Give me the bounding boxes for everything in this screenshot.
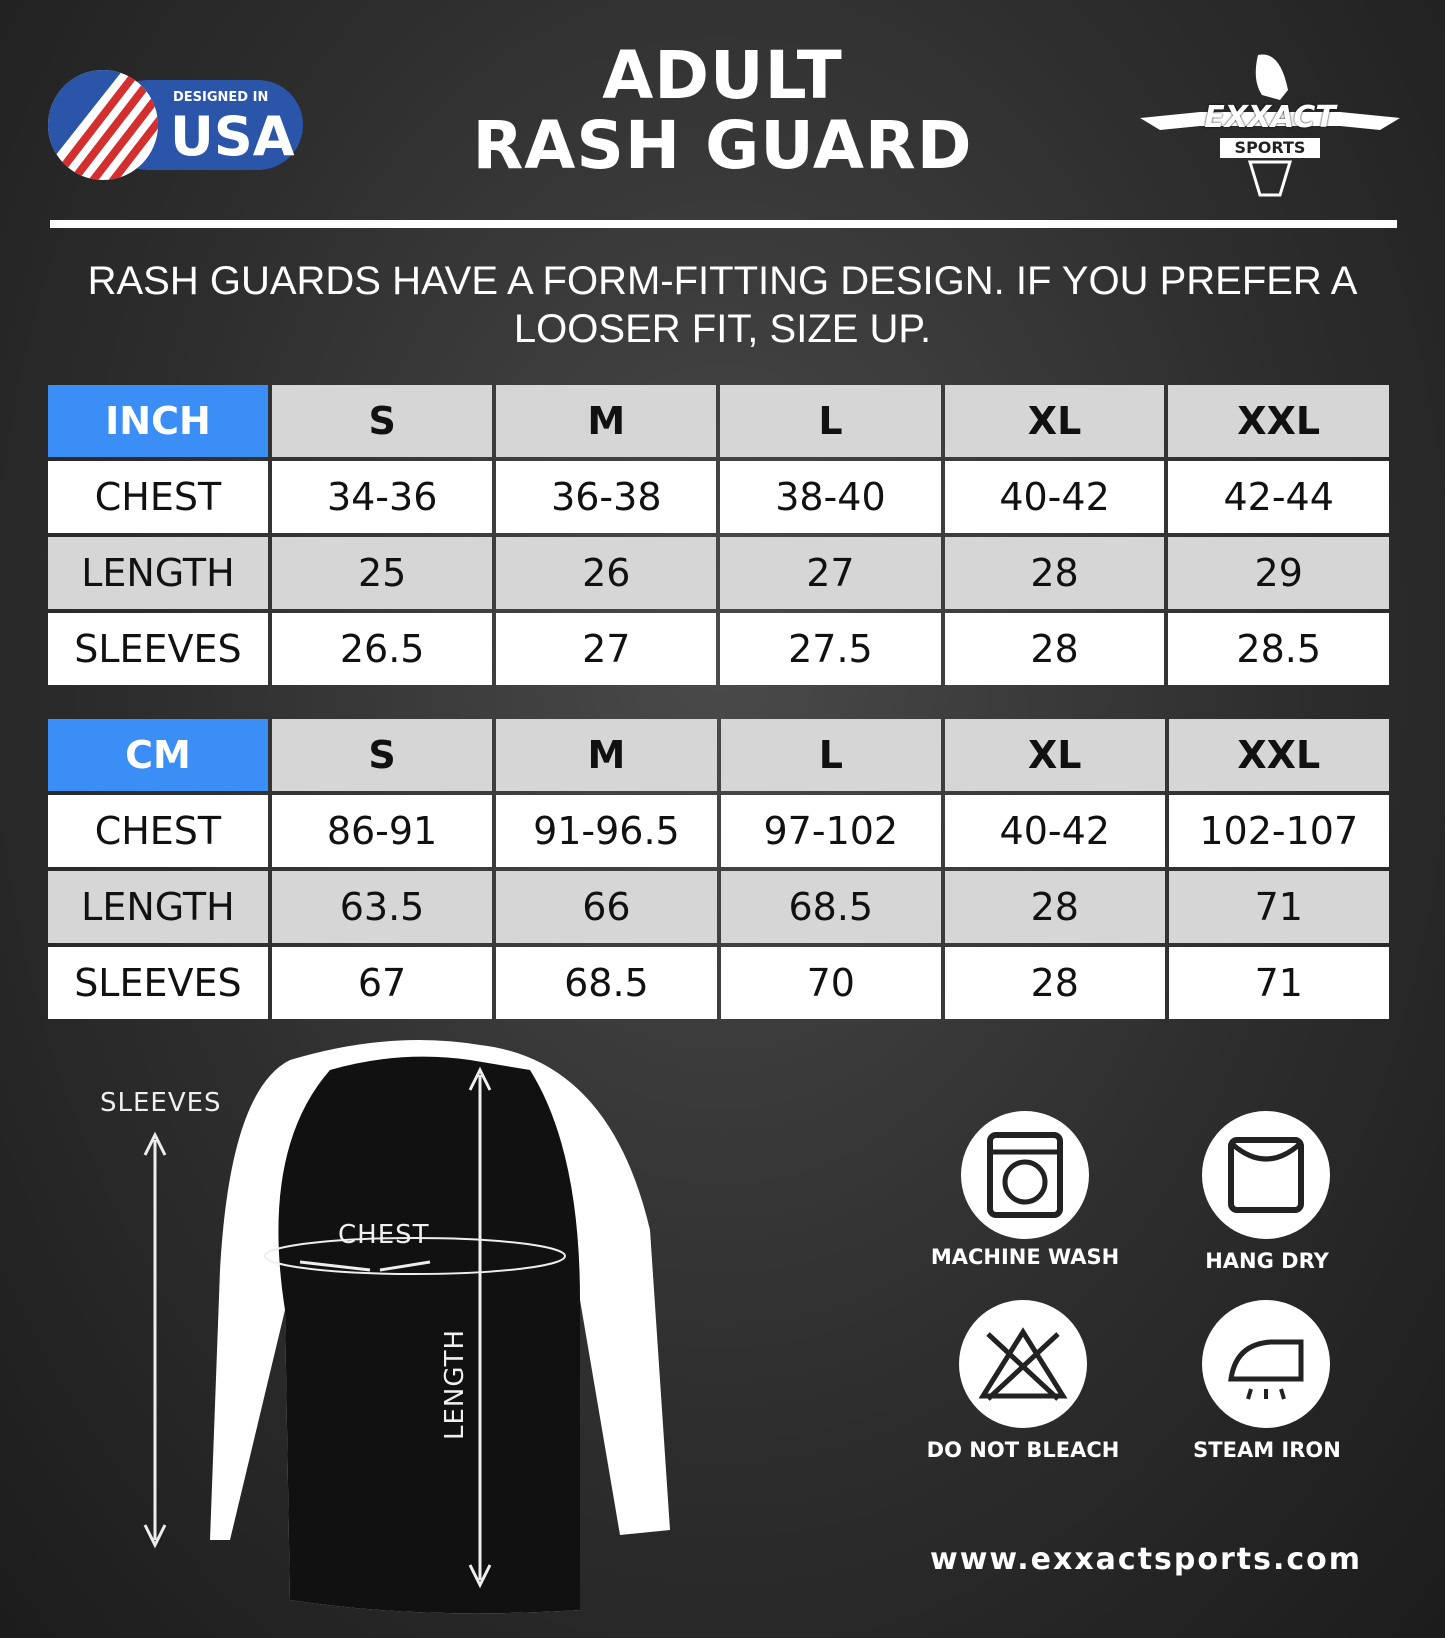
measurement-value: 28.5 — [1168, 613, 1389, 685]
inch-size-table: INCH S M L XL XXL CHEST 34-36 36-38 38-40 40-42 42-… — [44, 381, 1393, 689]
measurement-label: SLEEVES — [48, 947, 268, 1019]
size-header: XL — [944, 385, 1165, 457]
size-header: S — [271, 719, 493, 791]
care-item: STEAM IRON — [1157, 1300, 1377, 1462]
cm-size-table: CM S M L XL XXL CHEST 86-91 91-96.5 97-102 40-42 10… — [44, 715, 1393, 1023]
table-row: CHEST 86-91 91-96.5 97-102 40-42 102-107 — [48, 795, 1389, 867]
measurement-value: 86-91 — [271, 795, 493, 867]
measurement-label: SLEEVES — [48, 613, 268, 685]
care-label: MACHINE WASH — [930, 1245, 1120, 1269]
measurement-value: 28 — [944, 537, 1165, 609]
us-flag-icon — [48, 70, 158, 180]
table-row: SLEEVES 67 68.5 70 28 71 — [48, 947, 1389, 1019]
steam-iron-icon — [1202, 1300, 1330, 1428]
measurement-value: 27 — [496, 613, 717, 685]
measurement-label: CHEST — [48, 461, 268, 533]
care-label: DO NOT BLEACH — [926, 1438, 1120, 1462]
measurement-value: 40-42 — [944, 461, 1165, 533]
size-header: M — [496, 719, 717, 791]
measurement-value: 70 — [720, 947, 941, 1019]
measurement-value: 27.5 — [720, 613, 941, 685]
measurement-label: LENGTH — [48, 871, 268, 943]
size-header: XL — [945, 719, 1165, 791]
size-header: M — [496, 385, 717, 457]
no-bleach-icon — [959, 1300, 1087, 1428]
measurement-value: 36-38 — [496, 461, 717, 533]
measurement-label: LENGTH — [48, 537, 268, 609]
logo-brand: EXXACT — [1204, 100, 1336, 135]
website-url[interactable]: www.exxactsports.com — [930, 1542, 1363, 1577]
unit-header: INCH — [48, 385, 268, 457]
measurement-value: 28 — [944, 613, 1165, 685]
length-label: LENGTH — [440, 1328, 470, 1440]
measurement-value: 71 — [1168, 871, 1389, 943]
measurement-value: 42-44 — [1168, 461, 1389, 533]
exxact-sports-logo: EXXACT SPORTS — [1140, 50, 1400, 200]
measurement-value: 71 — [1168, 947, 1389, 1019]
chest-label: CHEST — [338, 1220, 430, 1250]
size-header: L — [720, 719, 941, 791]
size-header: L — [720, 385, 941, 457]
table-row: LENGTH 25 26 27 28 29 — [48, 537, 1389, 609]
eagle-icon — [1140, 54, 1400, 197]
designed-in-usa-badge: DESIGNED IN USA — [48, 70, 310, 180]
size-header: XXL — [1168, 719, 1389, 791]
measurement-value: 97-102 — [720, 795, 941, 867]
measurement-value: 40-42 — [945, 795, 1165, 867]
badge-big-text: USA — [170, 105, 295, 168]
sleeves-label: SLEEVES — [100, 1088, 222, 1118]
table-row: SLEEVES 26.5 27 27.5 28 28.5 — [48, 613, 1389, 685]
care-item: MACHINE WASH — [915, 1111, 1135, 1269]
measurement-value: 63.5 — [271, 871, 493, 943]
care-item: DO NOT BLEACH — [913, 1300, 1133, 1462]
title-line-2: RASH GUARD — [472, 107, 973, 184]
measurement-value: 26.5 — [271, 613, 493, 685]
care-label: HANG DRY — [1205, 1249, 1329, 1273]
measurement-value: 66 — [496, 871, 717, 943]
care-item: HANG DRY — [1157, 1111, 1377, 1273]
measurement-value: 34-36 — [271, 461, 493, 533]
unit-header: CM — [48, 719, 268, 791]
table-row: LENGTH 63.5 66 68.5 28 71 — [48, 871, 1389, 943]
measurement-value: 38-40 — [720, 461, 941, 533]
fit-notice: RASH GUARDS HAVE A FORM-FITTING DESIGN. … — [87, 259, 1358, 351]
measurement-value: 67 — [271, 947, 493, 1019]
hang-dry-icon — [1202, 1111, 1330, 1239]
measurement-value: 28 — [945, 947, 1165, 1019]
care-label: STEAM IRON — [1193, 1438, 1341, 1462]
measurement-value: 29 — [1168, 537, 1389, 609]
rash-guard-diagram: SLEEVES CHEST LENGTH — [60, 1030, 700, 1630]
size-header-row: INCH S M L XL XXL — [48, 385, 1389, 457]
size-header: XXL — [1168, 385, 1389, 457]
measurement-value: 26 — [496, 537, 717, 609]
measurement-value: 68.5 — [720, 871, 941, 943]
badge-small-text: DESIGNED IN — [173, 90, 269, 105]
measurement-value: 25 — [271, 537, 493, 609]
table-row: CHEST 34-36 36-38 38-40 40-42 42-44 — [48, 461, 1389, 533]
size-header-row: CM S M L XL XXL — [48, 719, 1389, 791]
measurement-value: 91-96.5 — [496, 795, 717, 867]
logo-sub: SPORTS — [1220, 138, 1320, 158]
measurement-value: 28 — [945, 871, 1165, 943]
measurement-value: 27 — [720, 537, 941, 609]
size-header: S — [271, 385, 493, 457]
divider — [50, 220, 1397, 228]
measurement-label: CHEST — [48, 795, 268, 867]
shirt-illustration — [143, 1040, 670, 1614]
title-line-1: ADULT — [602, 37, 843, 114]
measurement-value: 102-107 — [1168, 795, 1389, 867]
washing-machine-icon — [961, 1111, 1089, 1239]
measurement-value: 68.5 — [496, 947, 717, 1019]
